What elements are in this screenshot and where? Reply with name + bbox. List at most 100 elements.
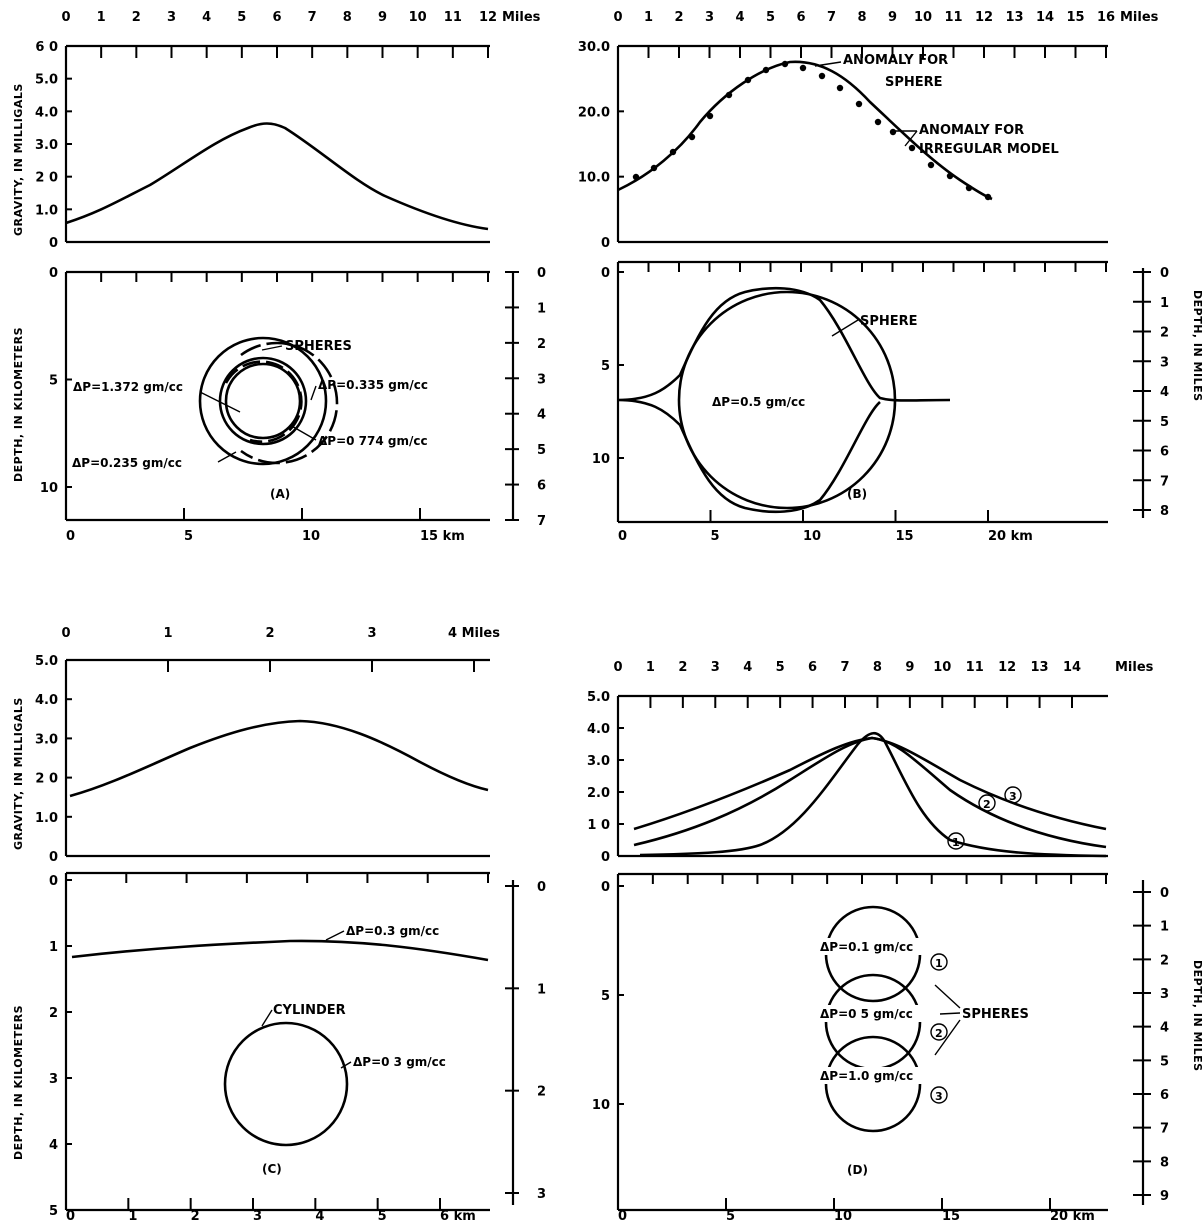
panel-c: 0 1 2 3 4 Miles 5.0 4.0 3.0 2 0 1.0 0 GRAVITY, IN… [12,626,546,1224]
sphere-anomaly-label-line2: SPHERE [885,75,943,90]
tick-label: 0 [49,874,58,889]
tick-label: 3.0 [587,754,610,769]
tick-label: 0 [537,266,546,281]
tick-label: 13 [1005,10,1023,25]
tick-label: 15 km [420,529,465,544]
panel-b-miles-axis: 0 1 2 3 4 5 6 7 8 9 10 11 12 13 14 15 16 Miles [613,10,1159,58]
tick-label: 1 [1160,296,1169,311]
tick-label: 3 [537,372,546,387]
curve-marker-2: 2 [978,794,996,812]
panel-c-depth-section: 0 1 2 3 4 5 0 1 2 3 0 1 2 3 4 5 6 km DEPTH, IN KILOMET… [12,871,546,1224]
panel-caption: (A) [270,487,290,501]
tick-label: 5 [1160,1054,1169,1069]
sphere-1-density-label: ΔP=0.1 gm/cc [820,940,913,954]
tick-label: 1 [1160,920,1169,935]
panel-c-gravity-axis: 5.0 4.0 3.0 2 0 1.0 0 GRAVITY, IN MILLIGALS [12,654,490,865]
tick-label: 0 [601,236,610,251]
sphere-marker-1: 1 [930,953,948,971]
tick-label: 6 [1160,445,1169,460]
tick-label: 1 [646,660,655,675]
irregular-model-point [669,148,677,156]
tick-label: 8 [873,660,882,675]
irregular-model-point [688,133,696,141]
tick-label: 0 [613,660,622,675]
curve-marker-1: 1 [947,832,965,850]
panel-a-miles-axis: 0 1 2 3 4 5 6 7 8 9 10 11 12 Miles [61,10,541,58]
tick-label: 0 [613,10,622,25]
anomaly-curve-2 [633,736,1107,849]
density-label-1: ΔP=1.372 gm/cc [73,380,183,394]
tick-label: 6 [272,10,281,25]
density-label-2: ΔP=0.335 gm/cc [318,378,428,392]
irregular-model-point [632,173,640,181]
tick-label: 2 [678,660,687,675]
tick-label: 4 [1160,385,1169,400]
tick-label: 0 [601,880,610,895]
sphere-dashed-2 [224,360,303,443]
tick-label: 7 [1160,1122,1169,1137]
tick-label: 4 [1160,1021,1169,1036]
tick-label: 0 [61,626,70,641]
tick-label: 6 [537,479,546,494]
tick-label: 1 [163,626,172,641]
tick-label: 4 Miles [448,626,500,641]
anomaly-curve-1 [639,731,1107,858]
miles-unit-label: Miles [502,10,541,25]
tick-label: 11 [966,660,984,675]
tick-label: 1 [644,10,653,25]
tick-label: 5.0 [35,654,58,669]
tick-label: 1.0 [35,811,58,826]
tick-label: 4 [315,1209,324,1224]
sphere-label: SPHERE [860,314,918,329]
tick-label: 0 [49,236,58,251]
panel-d-miles-axis: 0 1 2 3 4 5 6 7 8 9 10 11 12 13 14 Miles [613,660,1154,708]
tick-label: 7 [537,514,546,529]
tick-label: 5 [601,359,610,374]
irregular-model-point [927,161,935,169]
tick-label: 3 [253,1209,262,1224]
panel-caption: (C) [262,1162,282,1176]
gravity-axis-label: GRAVITY, IN MILLIGALS [12,697,25,850]
tick-label: 5 [726,1209,735,1224]
tick-label: 2 0 [35,772,58,787]
tick-label: 5.0 [587,690,610,705]
tick-label: 0 [601,266,610,281]
sphere-dashed-1 [240,341,339,465]
irregular-model-point [874,118,882,126]
tick-label: 5 [237,10,246,25]
tick-label: 10.0 [578,171,610,186]
miles-unit-label: Miles [1120,10,1159,25]
tick-label: 6 km [440,1209,476,1224]
panel-c-miles-axis: 0 1 2 3 4 Miles [61,626,500,672]
sphere-marker-1-label: 1 [935,957,943,970]
tick-label: 15 [896,529,914,544]
tick-label: 2 [191,1209,200,1224]
tick-label: 8 [343,10,352,25]
panel-caption: (B) [847,487,867,501]
panel-b: 0 1 2 3 4 5 6 7 8 9 10 11 12 13 14 15 16 Miles 30.020.01… [578,10,1203,544]
irregular-model-point [984,193,992,201]
panel-b-gravity-axis: 30.0 20.0 10.0 0 [578,40,1108,251]
tick-label: 1 [537,982,546,997]
tick-label: 4.0 [35,105,58,120]
tick-label: 9 [905,660,914,675]
irregular-anomaly-label-line2: IRREGULAR MODEL [919,142,1059,157]
irregular-model-point [650,164,658,172]
sphere-3-density-label: ΔP=1.0 gm/cc [820,1069,913,1083]
irregular-anomaly-label-line1: ANOMALY FOR [919,123,1024,138]
tick-label: 3 [537,1187,546,1202]
tick-label: 10 [40,481,58,496]
tick-label: 5 [776,660,785,675]
inner-sphere [224,362,302,440]
panel-a-gravity-axis: 6 0 5.0 4.0 3.0 2 0 1.0 0 GRAVITY, IN MILLIGAL… [12,40,490,251]
tick-label: 10 [914,10,932,25]
tick-label: 9 [888,10,897,25]
tick-label: 11 [944,10,962,25]
tick-label: 15 [942,1209,960,1224]
tick-label: 7 [827,10,836,25]
irregular-model-point [908,144,916,152]
tick-label: 5 [378,1209,387,1224]
panel-d-gravity-axis: 5.0 4.0 3.0 2.0 1 0 0 [587,690,1108,865]
tick-label: 9 [1160,1189,1169,1204]
